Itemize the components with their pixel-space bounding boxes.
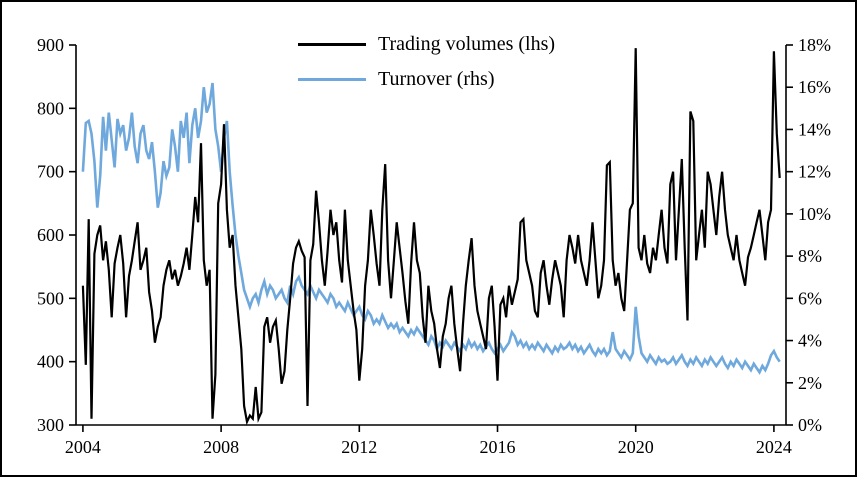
- right-axis-tick-label: 10%: [798, 204, 831, 224]
- turnover-line: [81, 82, 781, 375]
- legend-label-turnover: Turnover (rhs): [378, 68, 495, 90]
- right-axis-tick-label: 2%: [798, 373, 822, 393]
- right-axis-tick-label: 6%: [798, 288, 822, 308]
- x-axis-tick-label: 2004: [65, 437, 101, 457]
- x-axis-tick-label: 2020: [618, 437, 654, 457]
- legend-label-trading-volumes: Trading volumes (lhs): [378, 33, 556, 55]
- trading-volumes-line: [81, 48, 781, 426]
- left-axis-tick-label: 500: [37, 288, 64, 308]
- x-axis-tick-label: 2024: [756, 437, 792, 457]
- legend: Trading volumes (lhs) Turnover (rhs): [298, 32, 555, 91]
- x-axis-tick-label: 2008: [203, 437, 239, 457]
- left-axis-tick-label: 300: [37, 415, 64, 435]
- right-axis-tick-label: 12%: [798, 162, 831, 182]
- left-axis-tick-label: 600: [37, 225, 64, 245]
- right-axis-tick-label: 18%: [798, 35, 831, 55]
- right-axis-tick-label: 16%: [798, 77, 831, 97]
- legend-item-turnover: Turnover (rhs): [298, 67, 555, 91]
- right-axis-tick-label: 4%: [798, 331, 822, 351]
- right-axis-tick-label: 0%: [798, 415, 822, 435]
- trading-volumes-line-sample: [298, 42, 366, 46]
- x-axis-tick-label: 2012: [341, 437, 377, 457]
- right-axis-tick-label: 14%: [798, 119, 831, 139]
- x-axis-tick-label: 2016: [480, 437, 516, 457]
- turnover-line-sample: [298, 77, 366, 81]
- legend-item-trading-volumes: Trading volumes (lhs): [298, 32, 555, 56]
- right-axis-tick-label: 8%: [798, 246, 822, 266]
- left-axis-tick-label: 900: [37, 35, 64, 55]
- left-axis-tick-label: 700: [37, 162, 64, 182]
- left-axis-tick-label: 400: [37, 352, 64, 372]
- left-axis-tick-label: 800: [37, 98, 64, 118]
